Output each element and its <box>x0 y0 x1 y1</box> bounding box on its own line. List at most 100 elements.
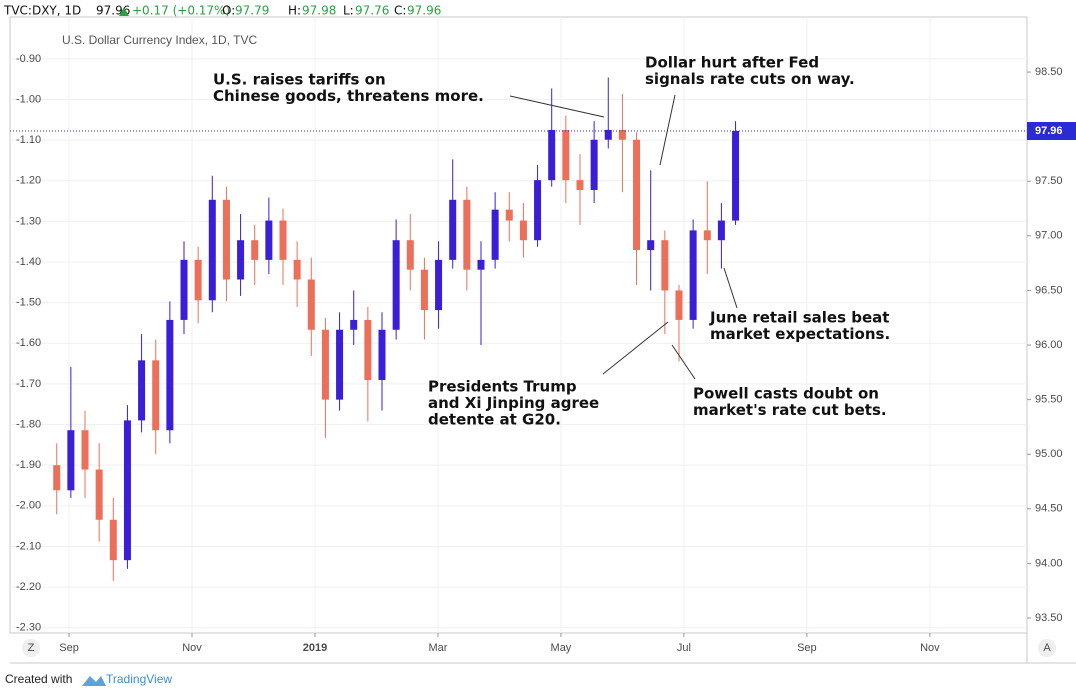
candle-body <box>350 319 358 330</box>
y2-tick-label: 93.50 <box>1035 612 1063 624</box>
chart-title: U.S. Dollar Currency Index, 1D, TVC <box>62 33 258 47</box>
annotation-pointer <box>602 321 669 375</box>
annotation-pointer <box>659 94 676 166</box>
candle-body <box>420 269 428 311</box>
x-tick-label: Nov <box>182 642 202 654</box>
candle-body <box>321 329 329 400</box>
zoom-button[interactable] <box>22 639 40 657</box>
y-tick-label: -0.90 <box>16 53 41 65</box>
candle-body <box>378 329 386 380</box>
y-tick-label: -1.00 <box>16 93 41 105</box>
x-tick-label: May <box>551 642 572 654</box>
y-tick-label: -1.20 <box>16 175 41 187</box>
annotation-text: detente at G20. <box>428 411 561 429</box>
candle-body <box>53 465 61 491</box>
y-tick-label: -1.60 <box>16 337 41 349</box>
footer-prefix: Created with <box>5 672 72 686</box>
annotation-pointer <box>509 95 605 118</box>
candle-body <box>406 240 414 270</box>
annotation-text: market's rate cut bets. <box>693 401 887 419</box>
y2-tick-label: 96.00 <box>1035 339 1063 351</box>
candle-body <box>675 290 683 320</box>
candle-body <box>661 240 669 291</box>
last-price-box <box>1027 122 1076 141</box>
tv-logo[interactable] <box>82 676 106 686</box>
annotation-pointer <box>671 344 696 380</box>
close-label: C: <box>394 4 406 18</box>
y2-tick-label: 98.50 <box>1035 66 1063 78</box>
y2-tick-label: 96.50 <box>1035 284 1063 296</box>
candles <box>10 77 1027 581</box>
open: 97.79 <box>235 4 269 18</box>
high-label: H: <box>288 4 301 18</box>
candle-body <box>435 259 443 311</box>
candle-body <box>336 329 344 400</box>
annotation-text: Chinese goods, threatens more. <box>213 87 484 105</box>
x-tick-label: Sep <box>797 642 817 654</box>
low-label: L: <box>343 4 354 18</box>
x-tick-label: Mar <box>428 642 447 654</box>
candle-body <box>265 220 273 260</box>
annotation-text: market expectations. <box>710 325 890 343</box>
candle-body <box>293 259 301 280</box>
candle-body <box>95 469 103 520</box>
y-tick-label: -2.10 <box>16 540 41 552</box>
annotation-text: signals rate cuts on way. <box>645 70 855 88</box>
candle-body <box>67 430 75 491</box>
annotation-text: Dollar hurt after Fed <box>645 54 819 72</box>
y2-tick-label: 94.50 <box>1035 503 1063 515</box>
candle-body <box>222 199 230 280</box>
candle-body <box>463 199 471 270</box>
candle-body <box>703 230 711 241</box>
candle-body <box>449 199 457 260</box>
candle-body <box>689 230 697 320</box>
candle-body <box>633 139 641 251</box>
x-tick-label: 2019 <box>303 642 327 654</box>
candle-body <box>548 129 556 181</box>
candle-body <box>364 319 372 380</box>
candle-body <box>251 240 259 260</box>
y-tick-label: -2.20 <box>16 581 41 593</box>
axes: -0.90 -1.00 -1.10 -1.20 -1.30 -1.40 -1.50 -1.60… <box>16 53 1076 654</box>
candle-body <box>166 319 174 431</box>
open-label: O: <box>222 4 235 18</box>
candle-body <box>732 131 740 221</box>
y-tick-label: -1.30 <box>16 215 41 227</box>
y2-tick-label: 95.50 <box>1035 394 1063 406</box>
last-price-label: 97.96 <box>1035 125 1063 137</box>
candle-body <box>647 240 655 251</box>
auto-button-label[interactable]: A <box>1043 642 1051 654</box>
candle-body <box>81 430 89 470</box>
candle-body <box>208 199 216 301</box>
close: 97.96 <box>407 4 441 18</box>
candle-body <box>576 180 584 190</box>
y-tick-label: -1.10 <box>16 134 41 146</box>
y2-tick-label: 97.00 <box>1035 230 1063 242</box>
y-tick-label: -2.30 <box>16 622 41 634</box>
candle-body <box>491 209 499 260</box>
candle-body <box>138 360 146 421</box>
y2-tick-label: 95.00 <box>1035 448 1063 460</box>
y-tick-label: -1.70 <box>16 378 41 390</box>
annotation-text: U.S. raises tariffs on <box>213 71 386 89</box>
candle-body <box>534 180 542 241</box>
x-tick-label: Jul <box>677 642 691 654</box>
candle-body <box>392 240 400 330</box>
x-tick-label: Sep <box>59 642 79 654</box>
y-tick-label: -1.50 <box>16 297 41 309</box>
candle-body <box>618 129 626 140</box>
candle-body <box>505 209 513 221</box>
y-tick-label: -1.90 <box>16 459 41 471</box>
footer-brand[interactable]: TradingView <box>106 672 172 686</box>
candle-body <box>477 259 485 270</box>
high: 97.98 <box>302 4 336 18</box>
zoom-button-label[interactable]: Z <box>28 642 35 654</box>
candle-body <box>237 240 245 280</box>
annotation-text: Presidents Trump <box>428 378 577 396</box>
auto-button[interactable] <box>1038 639 1056 657</box>
candle-body <box>279 220 287 260</box>
y2-tick-label: 97.50 <box>1035 175 1063 187</box>
